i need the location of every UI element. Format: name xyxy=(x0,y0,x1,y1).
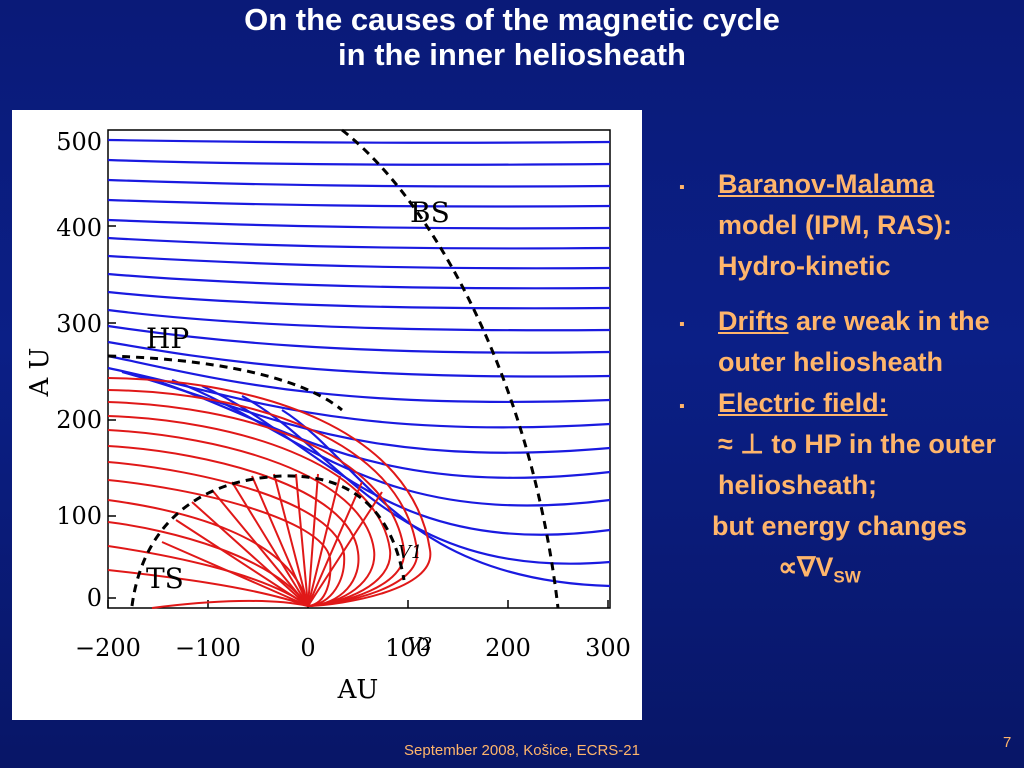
bullet-text: model (IPM, RAS): Hydro-kinetic xyxy=(718,210,952,281)
x-tick-label: 300 xyxy=(585,634,631,662)
inner-field-lines xyxy=(107,377,432,609)
y-tick-label: 0 xyxy=(87,584,102,612)
bullet-item: ▪ Drifts are weak in the outer helioshea… xyxy=(676,301,1021,383)
bullet-text: ≈ ⊥ to HP in the outer heliosheath; xyxy=(718,429,996,500)
bullet-item: ▪ Baranov-Malama model (IPM, RAS): Hydro… xyxy=(676,164,1021,287)
bullet-lead: Electric field: xyxy=(718,388,888,418)
y-tick-label: 300 xyxy=(56,310,102,338)
x-tick-label: 200 xyxy=(485,634,531,662)
bullet-text: are weak in the outer heliosheath xyxy=(718,306,990,377)
formula-main: ∝∇V xyxy=(778,552,834,582)
v1-label: V1 xyxy=(398,542,422,563)
footer-text: September 2008, Košice, ECRS-21 xyxy=(404,742,640,759)
title-line-2: in the inner heliosheath xyxy=(338,37,686,72)
formula-subscript: SW xyxy=(833,567,861,587)
figure-panel: BS HP TS V1 V2 500 400 300 200 100 0 −20… xyxy=(12,110,642,720)
hp-label: HP xyxy=(146,322,189,355)
title-line-1: On the causes of the magnetic cycle xyxy=(244,2,780,37)
x-tick-label: 0 xyxy=(300,634,315,662)
y-axis-label: A U xyxy=(25,348,55,398)
heliopause-boundary xyxy=(107,354,343,412)
bs-label: BS xyxy=(410,196,450,229)
bullet-square-icon: ▪ xyxy=(679,179,685,196)
x-tick-label: −200 xyxy=(75,634,141,662)
y-tick-label: 100 xyxy=(56,502,102,530)
termination-shock-boundary xyxy=(130,474,406,607)
y-tick-label: 500 xyxy=(56,128,102,156)
bullet-lead: Drifts xyxy=(718,306,789,336)
bullet-square-icon: ▪ xyxy=(679,316,685,333)
page-number: 7 xyxy=(1003,734,1012,751)
y-tick-label: 400 xyxy=(56,214,102,242)
slide-title: On the causes of the magnetic cycle in t… xyxy=(0,2,1024,72)
x-tick-label: 100 xyxy=(385,634,431,662)
bullet-square-icon: ▪ xyxy=(679,398,685,415)
x-axis-label: AU xyxy=(337,675,379,705)
formula: ∝∇VSW xyxy=(778,547,1021,597)
boundaries xyxy=(107,128,560,609)
bullet-item: ▪ Electric field: ≈ ⊥ to HP in the outer… xyxy=(676,383,1021,597)
v2-label: V2 xyxy=(408,634,432,655)
bullet-lead: Baranov-Malama xyxy=(718,169,935,199)
bullet-list: ▪ Baranov-Malama model (IPM, RAS): Hydro… xyxy=(676,164,1021,597)
bullet-text: but energy changes xyxy=(712,511,968,541)
y-tick-label: 200 xyxy=(56,406,102,434)
bow-shock-boundary xyxy=(341,128,560,609)
outer-field-lines xyxy=(107,138,611,588)
x-tick-label: −100 xyxy=(175,634,241,662)
ts-label: TS xyxy=(146,562,184,595)
heliosheath-field-plot: BS HP TS V1 V2 500 400 300 200 100 0 −20… xyxy=(25,128,631,705)
